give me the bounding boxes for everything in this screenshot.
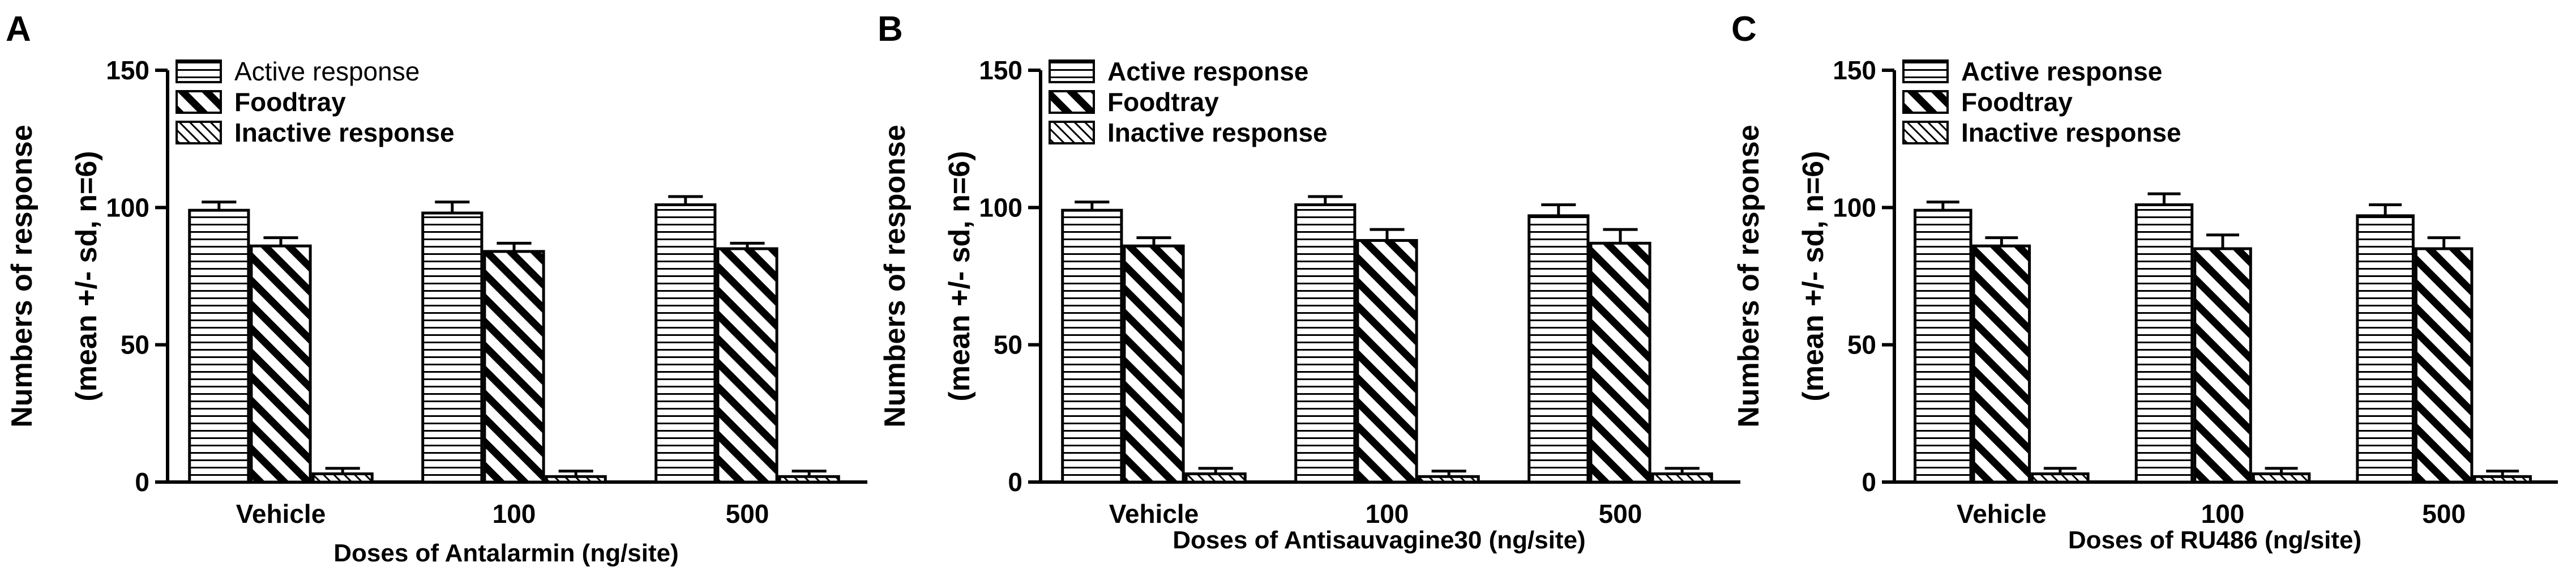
- legend-swatch-foodtray: [1902, 90, 1949, 114]
- legend-label-active-response: Active response: [1961, 57, 2162, 86]
- x-tick-label: 500: [1599, 499, 1642, 529]
- legend-label-active-response: Active response: [1107, 57, 1308, 86]
- y-tick-label: 100: [106, 193, 149, 222]
- y-tick-label: 150: [1833, 56, 1876, 85]
- legend-label-inactive-response: Inactive response: [1961, 118, 2181, 147]
- y-tick-label: 50: [1847, 330, 1876, 360]
- x-axis-label: Doses of RU486 (ng/site): [2068, 526, 2361, 554]
- y-tick-label: 100: [979, 193, 1022, 222]
- y-tick-label: 50: [994, 330, 1022, 360]
- bar-foodtray: [1972, 244, 2031, 484]
- x-axis-label: Doses of Antisauvagine30 (ng/site): [1173, 526, 1585, 554]
- x-tick-label: 500: [2422, 499, 2466, 529]
- legend-swatch-active-response: [1902, 59, 1949, 83]
- x-axis-label: Doses of Antalarmin (ng/site): [333, 539, 679, 567]
- bar-inactive-response: [311, 472, 374, 484]
- bar-foodtray: [1589, 241, 1651, 484]
- panel-c: C 0 50 100 150 Numbers of response (mean +/- s…: [1731, 10, 2558, 554]
- x-tick-label: 500: [726, 499, 769, 529]
- bar-inactive-response: [1184, 472, 1247, 484]
- y-axis-label-line-2: (mean +/- sd, n=6): [70, 151, 103, 401]
- panel-a: A 0 50 100 150 Numbers of response (mean +/- s…: [6, 10, 867, 567]
- legend-label-foodtray: Foodtray: [1107, 87, 1219, 117]
- y-tick-label: 0: [135, 467, 149, 497]
- panel-letter: C: [1731, 10, 1757, 49]
- bar-active-response: [1061, 208, 1123, 484]
- bar-active-response: [421, 211, 483, 484]
- legend-swatch-active-response: [176, 59, 222, 83]
- y-axis-label-line-2: (mean +/- sd, n=6): [943, 151, 976, 401]
- y-axis-label-line-1: Numbers of response: [6, 125, 38, 428]
- bar-active-response: [1914, 208, 1972, 484]
- bar-foodtray: [250, 244, 312, 484]
- bar-active-response: [188, 208, 250, 484]
- bar-foodtray: [1356, 238, 1418, 484]
- y-tick-label: 0: [1862, 467, 1876, 497]
- y-axis-label-line-2: (mean +/- sd, n=6): [1797, 151, 1830, 401]
- bar-active-response: [2356, 214, 2415, 484]
- legend-label-inactive-response: Inactive response: [234, 118, 455, 147]
- legend-label-active-response: Active response: [234, 57, 420, 86]
- x-tick-label: Vehicle: [236, 499, 326, 529]
- y-axis-label-line-1: Numbers of response: [879, 125, 912, 428]
- x-tick-label: 100: [2201, 499, 2245, 529]
- bar-inactive-response: [2031, 472, 2090, 484]
- panel-b: B 0 50 100 150 Numbers of response (mean +/- s…: [878, 10, 1740, 554]
- legend-label-foodtray: Foodtray: [234, 87, 346, 117]
- bar-inactive-response: [545, 475, 607, 484]
- bar-foodtray: [716, 247, 778, 484]
- legend-label-foodtray: Foodtray: [1961, 87, 2073, 117]
- bar-inactive-response: [1418, 475, 1480, 484]
- bar-active-response: [654, 203, 717, 484]
- bar-active-response: [1527, 214, 1590, 484]
- y-tick-label: 100: [1833, 193, 1876, 222]
- legend-swatch-foodtray: [176, 90, 222, 114]
- x-tick-label: Vehicle: [1109, 499, 1199, 529]
- x-tick-label: Vehicle: [1957, 499, 2047, 529]
- panel-letter: B: [878, 10, 903, 49]
- bar-inactive-response: [2473, 475, 2532, 484]
- legend-swatch-inactive-response: [1902, 121, 1949, 144]
- bar-inactive-response: [778, 475, 840, 484]
- legend-swatch-foodtray: [1049, 90, 1095, 114]
- x-tick-label: 100: [1366, 499, 1409, 529]
- y-axis-label-line-1: Numbers of response: [1732, 125, 1765, 428]
- bar-foodtray: [483, 250, 545, 484]
- bar-foodtray: [2414, 247, 2474, 484]
- legend-label-inactive-response: Inactive response: [1107, 118, 1328, 147]
- bar-inactive-response: [1651, 472, 1713, 484]
- bar-inactive-response: [2252, 472, 2311, 484]
- bar-foodtray: [2193, 247, 2252, 484]
- bar-foodtray: [1123, 244, 1185, 484]
- y-tick-label: 50: [121, 330, 149, 360]
- bar-active-response: [1294, 203, 1357, 484]
- x-tick-label: 100: [493, 499, 536, 529]
- legend-swatch-inactive-response: [176, 121, 222, 144]
- bar-active-response: [2134, 203, 2194, 484]
- legend-swatch-active-response: [1049, 59, 1095, 83]
- y-tick-label: 150: [106, 56, 149, 85]
- legend-swatch-inactive-response: [1049, 121, 1095, 144]
- y-tick-label: 0: [1008, 467, 1022, 497]
- panel-letter: A: [6, 10, 31, 49]
- y-tick-label: 150: [979, 56, 1022, 85]
